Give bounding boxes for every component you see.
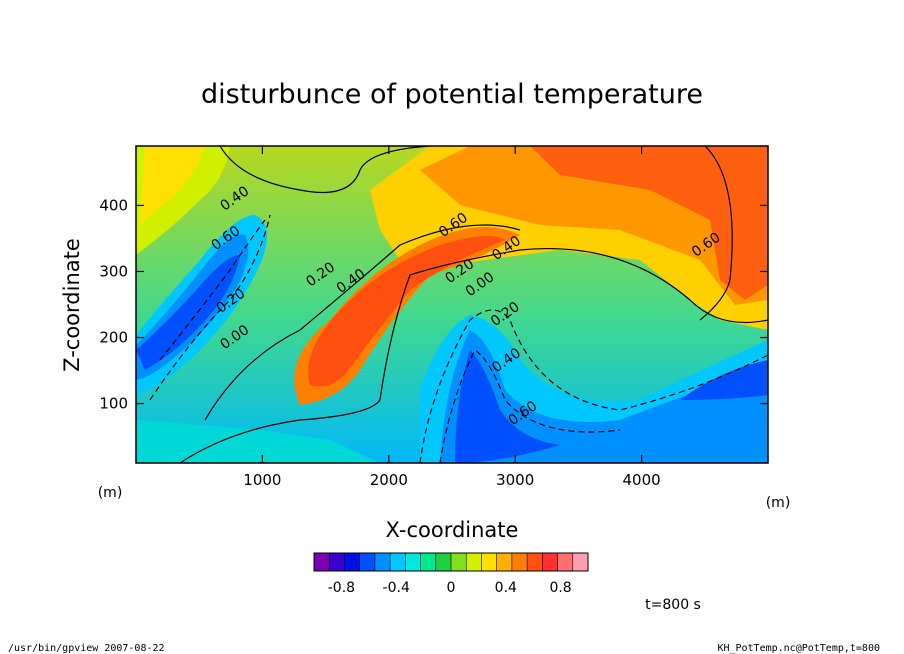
colorbar-labels: -0.8 -0.4 0 0.4 0.8: [328, 580, 572, 596]
y-tick-label: 100: [99, 395, 128, 413]
x-axis-label: X-coordinate: [386, 518, 519, 542]
x-tick-labels: 1000 2000 3000 4000: [243, 471, 660, 489]
colorbar-swatch: [314, 553, 330, 571]
colorbar-swatch: [390, 553, 406, 571]
colorbar-swatch: [435, 553, 452, 571]
x-tick-label: 4000: [623, 471, 661, 489]
colorbar-tick-label: 0.8: [549, 580, 571, 596]
colorbar-tick-label: 0.4: [495, 580, 517, 596]
colorbar-tick-label: -0.4: [383, 580, 410, 596]
y-tick-label: 400: [99, 196, 128, 214]
colorbar-swatch: [496, 553, 513, 571]
colorbar-swatch: [329, 553, 345, 571]
axis-ticks: [136, 146, 768, 463]
colorbar-swatch: [420, 553, 437, 571]
footer-right: KH_PotTemp.nc@PotTemp,t=800: [717, 643, 880, 654]
y-axis-label: Z-coordinate: [60, 238, 84, 372]
heatmap-field: [136, 146, 768, 463]
colorbar-swatch: [572, 553, 589, 571]
footer-left: /usr/bin/gpview 2007-08-22: [8, 643, 165, 654]
y-tick-label: 200: [99, 329, 128, 347]
colorbar-swatch: [451, 553, 467, 571]
x-tick-label: 2000: [370, 471, 408, 489]
time-annotation: t=800 s: [645, 597, 701, 613]
colorbar-swatch: [527, 553, 543, 571]
y-tick-labels: 100 200 300 400: [99, 196, 128, 412]
y-tick-label: 300: [99, 262, 128, 280]
contour-lines: [149, 146, 768, 463]
chart-title: disturbunce of potential temperature: [201, 79, 703, 110]
colorbar-swatch: [557, 553, 574, 571]
colorbar-swatch: [466, 553, 482, 571]
colorbar-swatch: [359, 553, 376, 571]
plot-frame: [135, 145, 769, 464]
colorbar-swatch: [344, 553, 361, 571]
colorbar-frame: [313, 552, 589, 572]
colorbar-swatch: [481, 553, 498, 571]
colorbar: [313, 552, 589, 572]
colorbar-swatch: [374, 553, 391, 571]
x-tick-label: 1000: [243, 471, 281, 489]
colorbar-swatch: [511, 553, 528, 571]
colorbar-swatch: [542, 553, 559, 571]
x-tick-label: 3000: [496, 471, 534, 489]
colorbar-swatch: [405, 553, 422, 571]
colorbar-tick-label: -0.8: [328, 580, 355, 596]
colorbar-tick-label: 0: [447, 580, 456, 596]
y-unit-label: (m): [98, 485, 123, 501]
x-unit-label: (m): [766, 495, 791, 511]
